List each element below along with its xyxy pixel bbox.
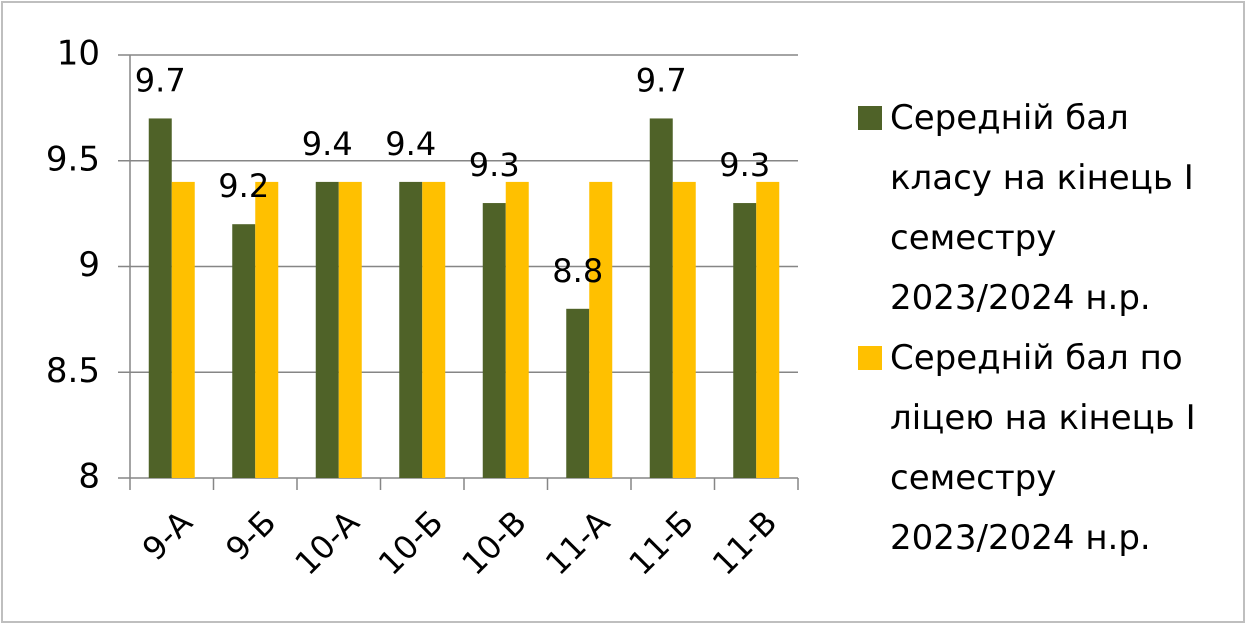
legend-item: Середній бал класу на кінець I семестру … xyxy=(858,88,1238,328)
x-tick-label: 11-В xyxy=(705,503,784,582)
y-tick-label: 8.5 xyxy=(46,351,100,391)
data-label: 9.2 xyxy=(218,167,269,205)
y-tick-label: 8 xyxy=(78,457,100,497)
bar xyxy=(733,203,757,479)
legend-swatch xyxy=(858,346,882,370)
legend-label: Середній бал по ліцею на кінець I семест… xyxy=(890,338,1196,558)
bar xyxy=(422,181,446,478)
data-label: 9.4 xyxy=(302,125,353,163)
x-tick-label: 10-Б xyxy=(371,503,450,582)
x-tick-label: 10-В xyxy=(454,503,533,582)
x-tick-label: 11-Б xyxy=(621,503,700,582)
x-tick-label: 9-Б xyxy=(218,503,283,568)
bar xyxy=(649,118,673,478)
bar xyxy=(399,181,423,478)
data-label: 9.4 xyxy=(385,125,436,163)
y-tick-label: 9 xyxy=(78,245,100,285)
bar xyxy=(566,308,590,478)
bar xyxy=(171,181,195,478)
legend-swatch xyxy=(858,106,882,130)
bar xyxy=(672,181,696,478)
data-label: 8.8 xyxy=(552,252,603,290)
bar xyxy=(589,181,613,478)
y-tick-label: 10 xyxy=(57,34,100,74)
data-label: 9.7 xyxy=(135,61,186,99)
data-label: 9.3 xyxy=(469,146,520,184)
x-tick-label: 9-А xyxy=(135,503,200,568)
y-tick-label: 9.5 xyxy=(46,139,100,179)
data-label: 9.3 xyxy=(719,146,770,184)
bar xyxy=(505,181,529,478)
bar xyxy=(148,118,172,478)
bar xyxy=(255,181,279,478)
x-tick-label: 11-А xyxy=(538,503,617,582)
legend-label: Середній бал класу на кінець I семестру … xyxy=(890,98,1194,318)
legend-item: Середній бал по ліцею на кінець I семест… xyxy=(858,328,1238,568)
bar xyxy=(482,203,506,479)
data-label: 9.7 xyxy=(636,61,687,99)
bar xyxy=(232,224,256,478)
x-tick-label: 10-А xyxy=(287,503,366,582)
bar xyxy=(756,181,780,478)
bar xyxy=(315,181,339,478)
bar xyxy=(338,181,362,478)
